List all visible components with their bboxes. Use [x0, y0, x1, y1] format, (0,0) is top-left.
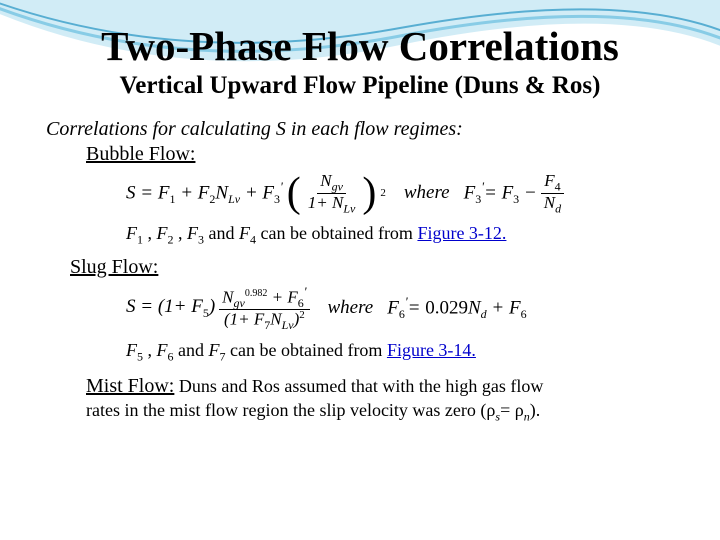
bubble-f4-nd: F4 Nd — [541, 172, 564, 215]
intro-text: Correlations for calculating S in each f… — [46, 118, 690, 141]
mist-line1: Duns and Ros assumed that with the high … — [174, 376, 543, 396]
bubble-equation: S = F1 + F2NLv + F3' ( Ngv 1+ NLv ) 2 whe… — [126, 172, 690, 215]
mist-line2b: = ρ — [500, 400, 524, 420]
mist-line2a: rates in the mist flow region the slip v… — [86, 400, 495, 420]
slug-s: S = (1+ F5) — [126, 296, 215, 321]
eq-s: S = F1 + F2NLv + F3' — [126, 179, 283, 207]
figure-link-3-12[interactable]: Figure 3-12. — [417, 223, 506, 243]
bubble-flow-label: Bubble Flow: — [86, 143, 690, 166]
slug-note: F5 , F6 and F7 can be obtained from Figu… — [126, 340, 690, 365]
slug-f6-def: F6'= 0.029Nd + F6 — [387, 294, 526, 322]
bubble-f3-def: F3'= F3 − — [464, 179, 537, 207]
slug-equation: S = (1+ F5) Ngv0.982 + F6' (1+ F7NLv)2 w… — [126, 285, 690, 332]
bubble-note: F1 , F2 , F3 and F4 can be obtained from… — [126, 223, 690, 248]
lparen-icon: ( — [287, 175, 301, 213]
slide-subtitle: Vertical Upward Flow Pipeline (Duns & Ro… — [30, 72, 690, 100]
mist-line2c: ). — [530, 400, 541, 420]
slug-main-frac: Ngv0.982 + F6' (1+ F7NLv)2 — [219, 285, 309, 332]
bubble-fraction: Ngv 1+ NLv — [305, 172, 359, 215]
figure-link-3-14[interactable]: Figure 3-14. — [387, 340, 476, 360]
slide-content: Two-Phase Flow Correlations Vertical Upw… — [0, 0, 720, 435]
mist-flow-label: Mist Flow: — [86, 375, 174, 397]
where-text-2: where — [328, 297, 374, 319]
slide-title: Two-Phase Flow Correlations — [30, 22, 690, 70]
where-text: where — [404, 182, 450, 204]
rparen-icon: ) — [362, 175, 376, 213]
exponent-2: 2 — [380, 187, 386, 199]
mist-flow-block: Mist Flow: Duns and Ros assumed that wit… — [86, 374, 670, 425]
slug-flow-label: Slug Flow: — [70, 256, 690, 279]
